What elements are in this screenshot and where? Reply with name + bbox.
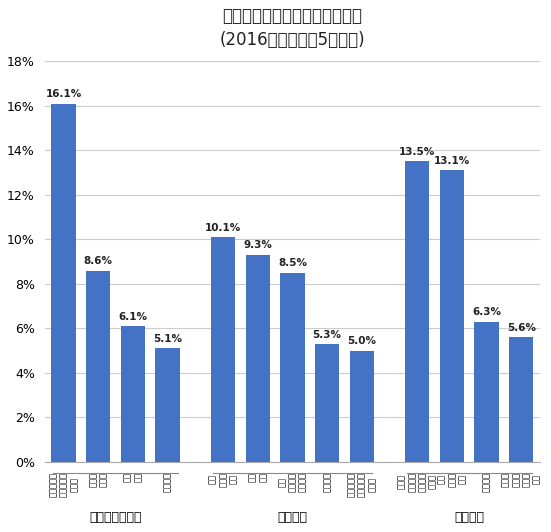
Text: 13.5%: 13.5% [399,147,435,157]
Bar [246,255,270,462]
Text: 5.6%: 5.6% [507,323,536,333]
Text: 8.6%: 8.6% [84,256,113,266]
Text: 8.5%: 8.5% [278,258,307,268]
Text: 16.1%: 16.1% [46,89,82,99]
Bar [315,344,339,462]
Text: 13.1%: 13.1% [434,156,470,166]
Bar [51,104,75,462]
Bar [509,337,533,462]
Title: 日本と聞いて思い浮かべること
(2016年、回答率5％以上): 日本と聞いて思い浮かべること (2016年、回答率5％以上) [220,7,365,48]
Text: 6.1%: 6.1% [118,312,148,322]
Bar [155,348,180,462]
Text: アメリカ合衆国: アメリカ合衆国 [89,511,142,524]
Text: 9.3%: 9.3% [244,240,272,251]
Bar [86,270,110,462]
Bar [121,326,145,462]
Bar [280,273,305,462]
Bar [211,237,235,462]
Bar [405,161,429,462]
Text: 5.1%: 5.1% [153,334,182,344]
Text: 5.0%: 5.0% [347,336,376,346]
Text: フランス: フランス [454,511,484,524]
Bar [440,170,464,462]
Bar [474,322,499,462]
Text: イギリス: イギリス [278,511,307,524]
Bar [350,351,374,462]
Text: 6.3%: 6.3% [472,307,501,317]
Text: 10.1%: 10.1% [205,223,241,232]
Text: 5.3%: 5.3% [312,329,342,339]
